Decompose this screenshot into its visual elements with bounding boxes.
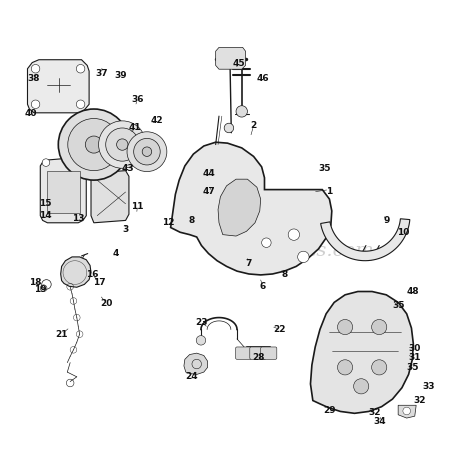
Polygon shape [218, 179, 261, 236]
Polygon shape [47, 171, 80, 213]
Text: 1: 1 [326, 188, 333, 196]
Text: 39: 39 [115, 72, 127, 80]
Circle shape [85, 136, 102, 153]
Text: 16: 16 [86, 271, 99, 279]
Circle shape [224, 123, 234, 133]
Text: 17: 17 [93, 278, 106, 286]
Text: 2: 2 [250, 121, 257, 130]
Circle shape [354, 379, 369, 394]
Text: 30: 30 [409, 344, 421, 353]
Circle shape [372, 319, 387, 335]
Text: 6: 6 [260, 283, 266, 291]
Text: 7: 7 [246, 259, 252, 267]
Text: 35: 35 [392, 301, 404, 310]
Circle shape [106, 128, 139, 161]
Text: 21: 21 [55, 330, 68, 338]
Text: 47: 47 [202, 188, 215, 196]
Circle shape [229, 197, 250, 218]
FancyBboxPatch shape [236, 347, 252, 359]
Text: 42: 42 [150, 117, 163, 125]
Text: 48: 48 [406, 287, 419, 296]
Circle shape [337, 319, 353, 335]
Circle shape [196, 336, 206, 345]
FancyBboxPatch shape [261, 347, 277, 359]
Circle shape [134, 138, 160, 165]
Circle shape [117, 139, 128, 150]
Text: 28: 28 [252, 354, 264, 362]
Circle shape [337, 360, 353, 375]
Text: 13: 13 [72, 214, 84, 222]
Circle shape [76, 64, 85, 73]
Polygon shape [216, 47, 246, 69]
Text: 34: 34 [373, 418, 385, 426]
Circle shape [31, 64, 40, 73]
Text: 22: 22 [273, 325, 286, 334]
Circle shape [288, 229, 300, 240]
Text: 23: 23 [195, 318, 208, 327]
Text: 15: 15 [39, 200, 51, 208]
Text: 4: 4 [113, 249, 119, 258]
Polygon shape [27, 60, 89, 113]
Text: 18: 18 [29, 278, 42, 286]
Text: 32: 32 [413, 396, 426, 405]
Text: 14: 14 [39, 211, 51, 220]
Text: 33: 33 [423, 382, 435, 391]
Circle shape [262, 238, 271, 247]
Circle shape [236, 106, 247, 117]
Text: 12: 12 [162, 219, 174, 227]
Circle shape [142, 147, 152, 156]
Circle shape [221, 190, 257, 226]
Text: 11: 11 [131, 202, 144, 210]
Text: 9: 9 [383, 216, 390, 225]
Circle shape [99, 121, 146, 168]
Text: 31: 31 [409, 354, 421, 362]
Circle shape [68, 118, 120, 171]
Polygon shape [91, 171, 129, 223]
Text: 44: 44 [202, 169, 215, 177]
Text: 35: 35 [319, 164, 331, 173]
Text: 19: 19 [34, 285, 46, 293]
Polygon shape [398, 405, 416, 418]
Circle shape [58, 109, 129, 180]
Polygon shape [320, 219, 410, 261]
Text: 46: 46 [257, 74, 269, 82]
Text: 40: 40 [25, 109, 37, 118]
Circle shape [372, 360, 387, 375]
Text: 8: 8 [281, 271, 288, 279]
Circle shape [76, 100, 85, 109]
Circle shape [298, 251, 309, 263]
Text: 24: 24 [186, 373, 198, 381]
Text: 41: 41 [129, 124, 141, 132]
Text: böse·parts.com: böse·parts.com [223, 242, 374, 260]
FancyBboxPatch shape [250, 347, 266, 359]
Text: 45: 45 [233, 60, 246, 68]
Polygon shape [184, 353, 208, 374]
Circle shape [127, 132, 167, 172]
Text: 35: 35 [406, 363, 419, 372]
Text: 20: 20 [100, 299, 113, 308]
Text: 37: 37 [96, 69, 108, 78]
Circle shape [31, 100, 40, 109]
Text: 3: 3 [122, 226, 129, 234]
Polygon shape [61, 257, 91, 287]
Circle shape [403, 407, 410, 415]
Text: 38: 38 [27, 74, 39, 82]
Polygon shape [40, 157, 86, 223]
Polygon shape [310, 292, 413, 413]
Text: 8: 8 [189, 216, 195, 225]
Circle shape [42, 159, 50, 166]
Text: 43: 43 [122, 164, 134, 173]
Text: 29: 29 [323, 406, 336, 414]
Polygon shape [171, 142, 332, 275]
Text: 32: 32 [368, 408, 381, 417]
Text: 10: 10 [397, 228, 409, 237]
Text: 36: 36 [131, 95, 144, 104]
